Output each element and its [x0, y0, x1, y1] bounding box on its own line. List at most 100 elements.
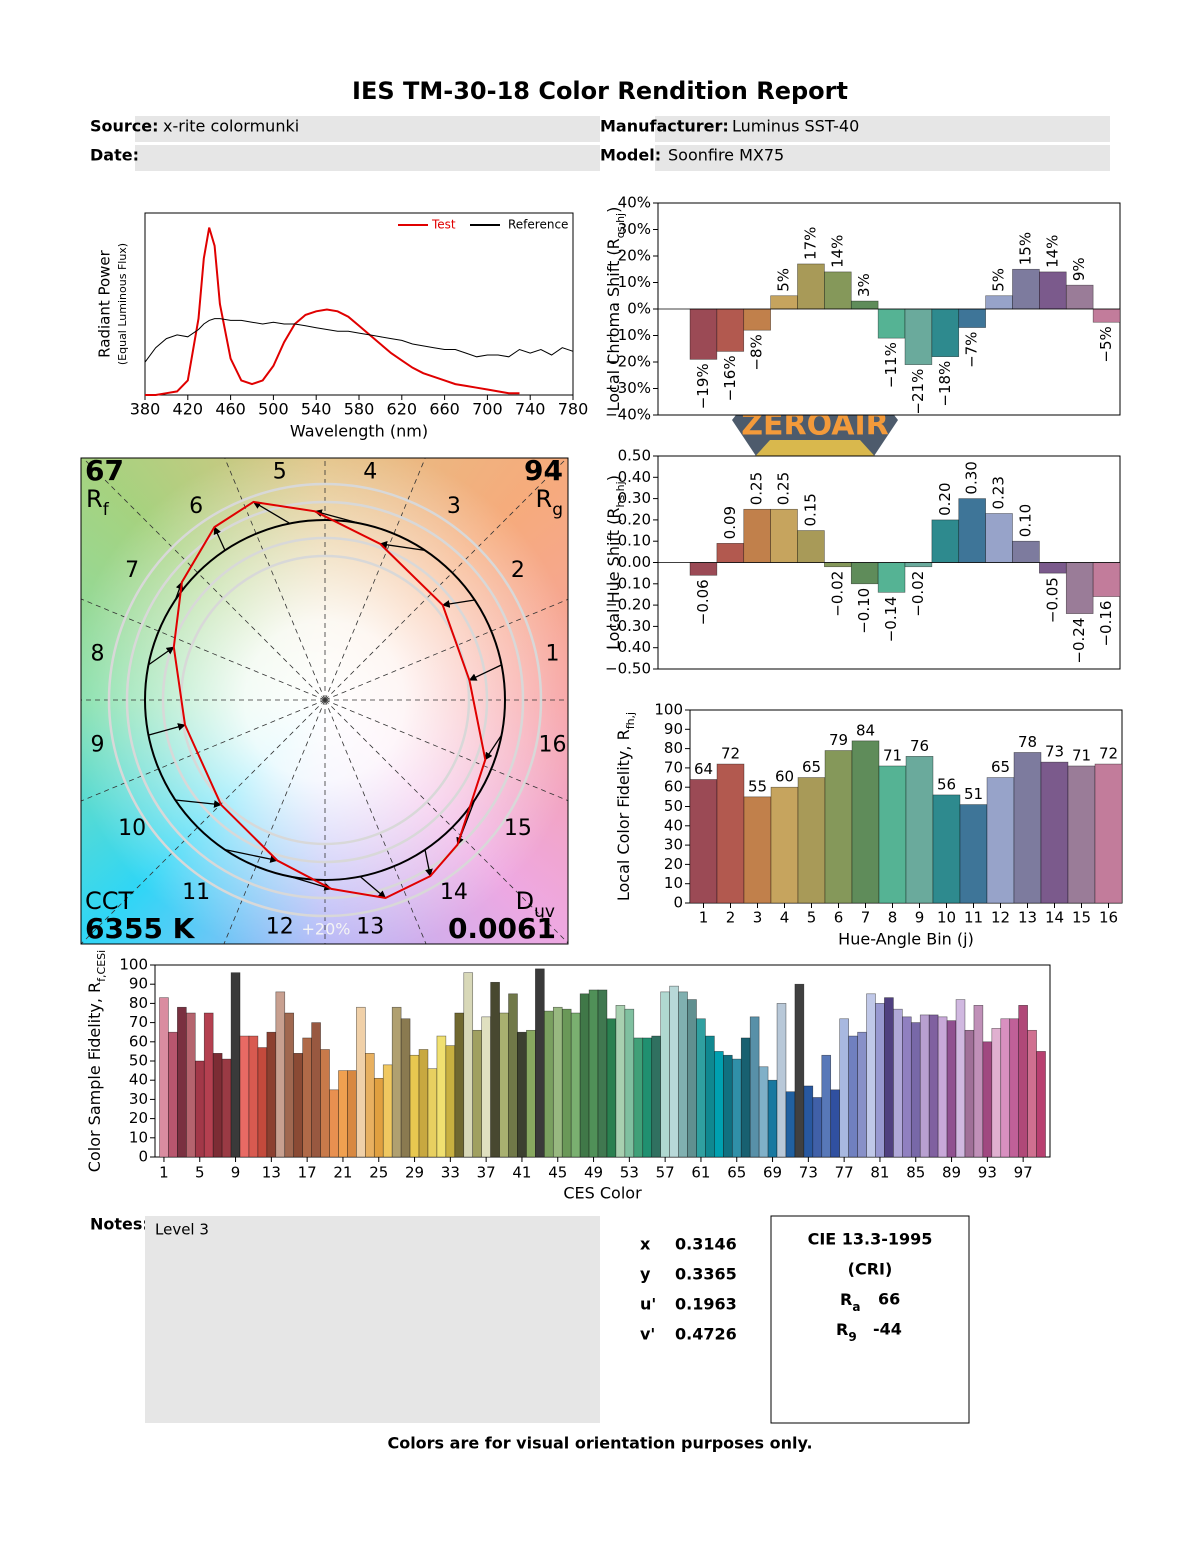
duv-value: 0.0061 [448, 912, 556, 945]
value-label: 0.25 [775, 472, 793, 505]
bar [850, 300, 879, 310]
bar [696, 1018, 706, 1158]
bin-divider [324, 458, 426, 701]
bin-label: 4 [363, 459, 377, 484]
bar [830, 1089, 840, 1158]
value-label: 72 [721, 745, 740, 763]
x-axis-label: Wavelength (nm) [290, 422, 428, 441]
y-tick-label: 50 [664, 797, 683, 815]
bar [770, 786, 799, 904]
value-label: 17% [801, 227, 819, 260]
x-tick-label: 780 [558, 400, 589, 419]
bar [982, 1041, 993, 1158]
bar [797, 530, 825, 563]
x-tick-label: 69 [763, 1164, 782, 1182]
x-tick-label: 17 [298, 1164, 317, 1182]
vector-frame [80, 457, 569, 945]
bar [266, 1031, 277, 1158]
r9-main: R [836, 1320, 848, 1339]
bar [973, 1005, 984, 1158]
y-axis-note: (Equal Luminous Flux) [116, 243, 129, 365]
x-tick-label: 16 [1099, 909, 1118, 927]
duv-label: Duv [516, 887, 555, 922]
y-tick-label: −0.20 [605, 596, 651, 614]
bin-divider [324, 598, 568, 701]
bar [203, 1012, 214, 1158]
value-label: 71 [883, 746, 902, 764]
bar [275, 991, 286, 1158]
bar [985, 295, 1013, 310]
bar [400, 1018, 411, 1158]
value-label: −18% [936, 361, 954, 407]
x-tick-label: 9 [915, 909, 925, 927]
x-tick-label: 77 [835, 1164, 854, 1182]
bar [230, 972, 241, 1158]
y-tick-label: 80 [664, 739, 683, 757]
x-tick-label: 580 [344, 400, 375, 419]
bar [293, 1053, 303, 1158]
bar [1065, 562, 1094, 614]
y-tick-label: 30% [618, 220, 651, 238]
bar [705, 1035, 715, 1158]
value-label: −0.14 [882, 596, 900, 642]
bar [937, 1016, 948, 1158]
bin-divider [81, 598, 326, 701]
bar [1039, 271, 1067, 310]
x-tick-label: 7 [861, 909, 871, 927]
x-tick-label: 81 [870, 1164, 889, 1182]
y-tick-label: 90 [129, 975, 148, 993]
bar [878, 765, 907, 904]
y-tick-label: 20 [664, 855, 683, 873]
bar [409, 1054, 420, 1158]
y-axis-label: Local Hue Shift (Rhs,hj) [604, 475, 627, 650]
bar [877, 562, 906, 593]
y-axis-label-sub: hs,hj [614, 481, 627, 507]
y-tick-label: 20% [618, 247, 651, 265]
rf-label-sub: f [103, 500, 110, 520]
x-tick-label: 3 [753, 909, 763, 927]
bar [606, 1018, 617, 1158]
bar [463, 972, 474, 1158]
value-label: 55 [748, 777, 767, 795]
shift-arrow [224, 849, 279, 863]
bar [743, 508, 771, 563]
bar [723, 1054, 733, 1158]
bar [624, 1008, 635, 1158]
x-tick-label: 29 [405, 1164, 424, 1182]
x-tick-label: 65 [727, 1164, 746, 1182]
bar [356, 1006, 366, 1158]
x-tick-label: 10 [937, 909, 956, 927]
shift-arrow [289, 875, 333, 891]
value-label: 15% [1016, 232, 1034, 265]
bar [986, 777, 1015, 904]
bar [958, 498, 986, 563]
cri-box [770, 1215, 970, 1424]
value-label: −0.16 [1097, 601, 1115, 647]
bar [660, 991, 670, 1158]
bar [1092, 562, 1121, 597]
rg-label-sub: g [552, 500, 563, 520]
y-tick-label: 40 [129, 1071, 148, 1089]
value-label: 72 [1099, 745, 1118, 763]
bin-label: 16 [539, 732, 567, 757]
bin-label: 9 [90, 732, 104, 757]
x-tick-label: 97 [1014, 1164, 1033, 1182]
bar [812, 1097, 823, 1158]
chromaticity-label: x [640, 1235, 651, 1254]
bar [839, 1018, 849, 1158]
y-tick-label: 0.30 [618, 489, 651, 507]
bar [687, 999, 697, 1158]
bar [1012, 540, 1040, 563]
bar [535, 968, 545, 1158]
bar [803, 1085, 814, 1158]
x-axis-label: CES Color [563, 1184, 642, 1203]
field-value: x-rite colormunki [163, 117, 299, 136]
chromaticity-label: u' [640, 1295, 656, 1314]
value-label: −5% [1097, 326, 1115, 362]
bar [850, 562, 879, 585]
value-label: 76 [910, 737, 929, 755]
bar [382, 1064, 393, 1158]
notes-text: Level 3 [155, 1221, 209, 1239]
bar [1027, 1029, 1037, 1158]
y-tick-label: 0.40 [618, 468, 651, 486]
